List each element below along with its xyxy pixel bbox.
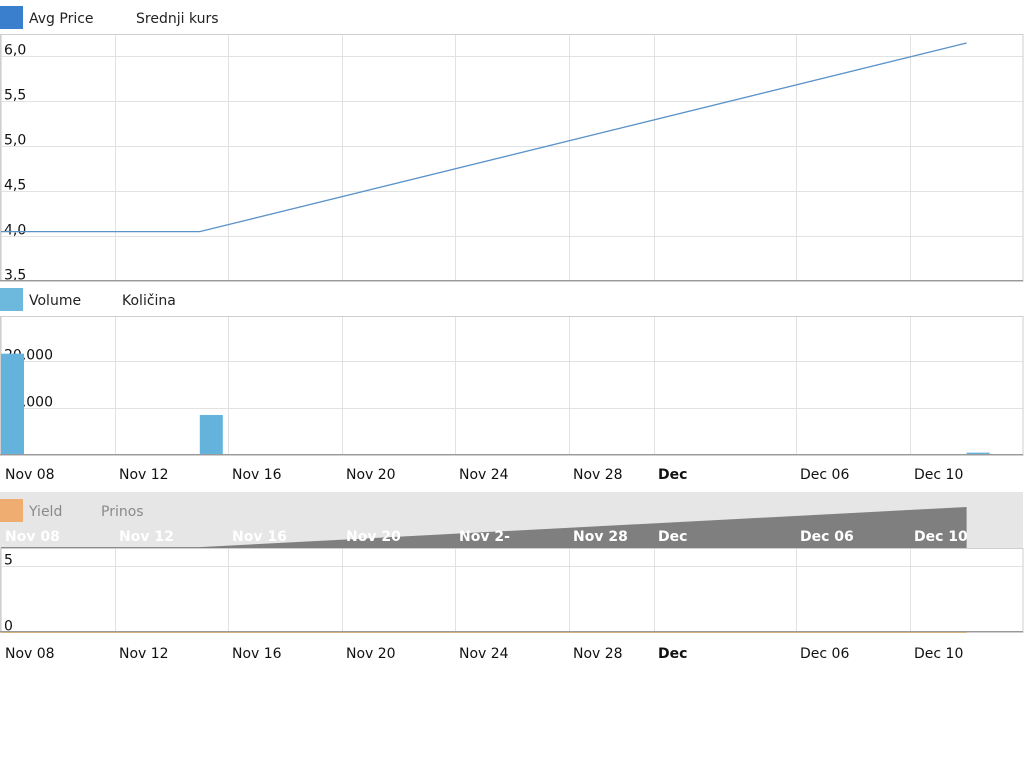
volume-bar (1, 353, 24, 455)
x-tick-label: Nov 20 (346, 467, 396, 483)
y-tick-label: 3,5 (4, 268, 26, 284)
navigator-tick-label: Nov 12 (119, 529, 174, 545)
volume-legend-swatch (0, 288, 23, 311)
y-tick-label: 4,5 (4, 178, 26, 194)
y-tick-label: 5,5 (4, 88, 26, 104)
x-tick-label: Dec 06 (800, 646, 849, 662)
navigator-tick-label: Dec (658, 529, 687, 545)
yield-x-axis: Nov 08 Nov 12 Nov 16 Nov 20 Nov 24 Nov 28 Dec D… (5, 646, 963, 662)
volume-x-axis: Nov 08 Nov 12 Nov 16 Nov 20 Nov 24 Nov 28 Dec D… (5, 467, 963, 483)
avg-price-legend-label: Avg Price (29, 11, 94, 27)
x-tick-label: Dec (658, 467, 687, 483)
yield-legend-label-alt: Prinos (101, 504, 144, 520)
x-tick-label: Nov 16 (232, 467, 282, 483)
x-tick-label: Nov 16 (232, 646, 282, 662)
volume-legend-label-alt: Količina (122, 293, 176, 309)
x-tick-label: Dec 10 (914, 467, 963, 483)
x-tick-label: Nov 08 (5, 467, 55, 483)
yield-legend-swatch (0, 499, 23, 522)
x-tick-label: Nov 08 (5, 646, 55, 662)
volume-legend[interactable]: Volume Količina (0, 288, 176, 311)
navigator-tick-label: Nov 16 (232, 529, 287, 545)
plot-frame (0, 34, 1024, 282)
y-tick-label: 6,0 (4, 43, 26, 59)
x-tick-label: Nov 24 (459, 646, 509, 662)
yield-legend[interactable]: Yield Prinos (0, 499, 144, 522)
navigator-tick-label: Dec 06 (800, 529, 854, 545)
navigator-tick-label: Nov 20 (346, 529, 401, 545)
x-tick-label: Dec 10 (914, 646, 963, 662)
avg-price-legend[interactable]: Avg Price Srednji kurs (0, 6, 219, 29)
navigator-tick-label: Nov 28 (573, 529, 628, 545)
x-tick-label: Nov 12 (119, 467, 169, 483)
x-tick-label: Nov 20 (346, 646, 396, 662)
navigator-tick-label: Nov 08 (5, 529, 60, 545)
y-tick-label: 5,0 (4, 133, 26, 149)
x-tick-label: Dec (658, 646, 687, 662)
avg-price-legend-label-alt: Srednji kurs (136, 11, 219, 27)
y-tick-label: 0 (4, 619, 13, 635)
navigator-area (1, 507, 967, 549)
x-tick-label: Nov 12 (119, 646, 169, 662)
volume-legend-label: Volume (29, 293, 81, 309)
avg-price-legend-swatch (0, 6, 23, 29)
volume-bar (199, 414, 223, 455)
yield-legend-label: Yield (28, 504, 62, 520)
avg-price-panel: 3,5 4,0 4,5 5,0 5,5 6,0 (0, 34, 1024, 284)
range-navigator[interactable]: Nov 08 Nov 12 Nov 16 Nov 20 Nov 2- Nov 28 Dec D… (0, 492, 1023, 549)
volume-bar (966, 452, 990, 455)
y-tick-label: 4,0 (4, 223, 26, 239)
x-tick-label: Nov 24 (459, 467, 509, 483)
yield-panel: 05 (0, 548, 1024, 635)
x-tick-label: Nov 28 (573, 467, 623, 483)
plot-frame (0, 316, 1024, 456)
y-tick-label: 5 (4, 553, 13, 569)
plot-frame (0, 548, 1024, 633)
navigator-tick-label: Nov 2- (459, 529, 510, 545)
navigator-tick-label: Dec 10 (914, 529, 968, 545)
x-tick-label: Nov 28 (573, 646, 623, 662)
series-line (1, 42, 967, 233)
x-tick-label: Dec 06 (800, 467, 849, 483)
